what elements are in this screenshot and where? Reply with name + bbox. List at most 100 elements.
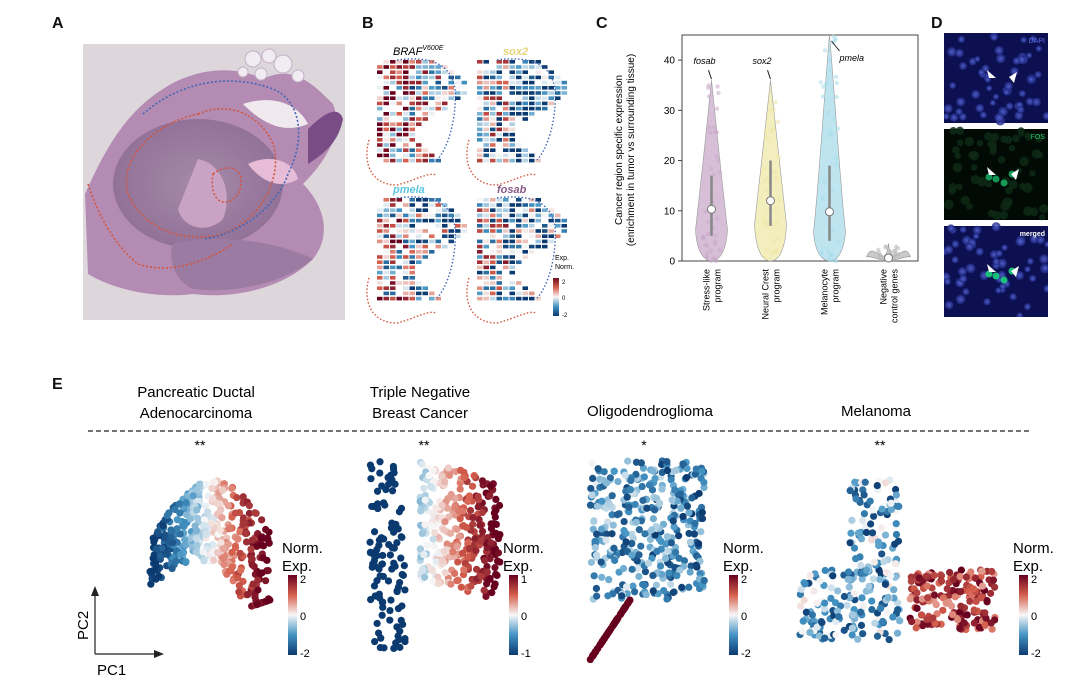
nucleus <box>968 151 976 159</box>
cell-point <box>394 605 403 613</box>
cell-point <box>468 482 477 490</box>
cell-point <box>957 587 965 596</box>
cell-point <box>602 536 610 544</box>
histology-image <box>83 44 345 320</box>
cell-point <box>641 530 649 538</box>
violin-point <box>712 256 718 262</box>
cell-point <box>893 629 902 637</box>
cell-point <box>840 592 849 601</box>
cell-point <box>368 502 376 511</box>
cell-point <box>873 632 882 640</box>
cell-point <box>589 651 598 659</box>
cell-point <box>981 609 989 617</box>
violin-point <box>714 106 720 111</box>
cell-point <box>846 487 854 495</box>
cell-point <box>376 458 384 466</box>
cell-point <box>456 485 464 493</box>
cell-point <box>686 568 694 576</box>
cell-point <box>692 561 700 569</box>
cell-point <box>366 538 374 546</box>
cell-point <box>846 539 854 547</box>
cell-point <box>399 571 407 579</box>
cell-point <box>610 544 618 552</box>
cell-point <box>593 530 601 538</box>
cell-point <box>591 537 599 545</box>
cell-point <box>677 504 685 512</box>
significance-marker: ** <box>875 437 886 453</box>
fos-positive-cell <box>985 270 993 278</box>
violin-point <box>830 188 835 194</box>
violin-point <box>876 247 881 253</box>
plot-frame <box>681 34 919 262</box>
nucleus <box>986 85 993 92</box>
cell-point <box>195 480 203 488</box>
cell-point <box>627 476 635 485</box>
cell-point <box>801 580 809 588</box>
cell-point <box>970 606 978 614</box>
cell-point <box>930 571 938 579</box>
colorbar-tick: -2 <box>1031 648 1041 660</box>
cell-point <box>639 496 647 505</box>
nucleus <box>964 136 974 147</box>
cell-point <box>867 520 875 528</box>
cell-point <box>624 457 632 465</box>
cell-point <box>254 586 262 594</box>
y-tick-label: 20 <box>664 156 676 167</box>
cell-point <box>378 611 386 619</box>
nucleus <box>1019 182 1026 190</box>
cell-point <box>478 508 487 517</box>
violin-point <box>895 246 901 251</box>
cell-point <box>264 566 272 575</box>
violin-point <box>829 227 835 233</box>
cell-point <box>629 582 637 590</box>
cell-point <box>590 572 598 580</box>
nucleus <box>971 89 981 99</box>
cell-point <box>957 602 965 610</box>
cell-point <box>477 572 485 581</box>
cell-point <box>470 472 478 480</box>
cell-point <box>653 547 661 555</box>
nucleus <box>949 126 958 135</box>
nucleus <box>949 82 957 90</box>
cell-point <box>672 548 680 557</box>
cell-point <box>623 493 631 501</box>
nucleus <box>994 112 1004 123</box>
cell-point <box>620 605 628 614</box>
cell-point <box>472 565 481 573</box>
significance-marker: ** <box>195 437 206 453</box>
cell-point <box>600 635 608 643</box>
cell-point <box>429 509 437 517</box>
nucleus <box>983 298 991 306</box>
cell-point <box>248 536 256 544</box>
significance-marker: * <box>641 437 647 453</box>
cell-point <box>390 644 398 653</box>
cell-point <box>676 566 684 574</box>
cell-point <box>478 477 487 485</box>
cell-point <box>632 518 640 526</box>
cell-point <box>679 512 687 521</box>
cell-point <box>418 460 426 468</box>
cell-point <box>678 583 686 591</box>
cell-point <box>844 575 852 583</box>
cell-point <box>651 531 659 539</box>
cell-point <box>594 465 602 473</box>
violin-point <box>704 255 709 260</box>
fos-positive-cell <box>992 272 1000 280</box>
cell-point <box>987 589 995 597</box>
cell-point <box>648 526 656 534</box>
cell-point <box>970 619 978 627</box>
cell-point <box>878 550 886 558</box>
cell-point <box>698 514 707 523</box>
cell-point <box>217 539 225 547</box>
nucleus <box>1029 35 1037 42</box>
cell-point <box>397 554 405 562</box>
cell-point <box>628 539 636 548</box>
dapi-label: DAPI <box>1029 38 1045 45</box>
cell-point <box>368 465 376 473</box>
cell-point <box>592 584 601 593</box>
cell-point <box>609 521 617 529</box>
cell-point <box>443 546 451 554</box>
violin-point <box>714 154 719 159</box>
cell-point <box>960 619 968 627</box>
cell-point <box>621 471 629 479</box>
